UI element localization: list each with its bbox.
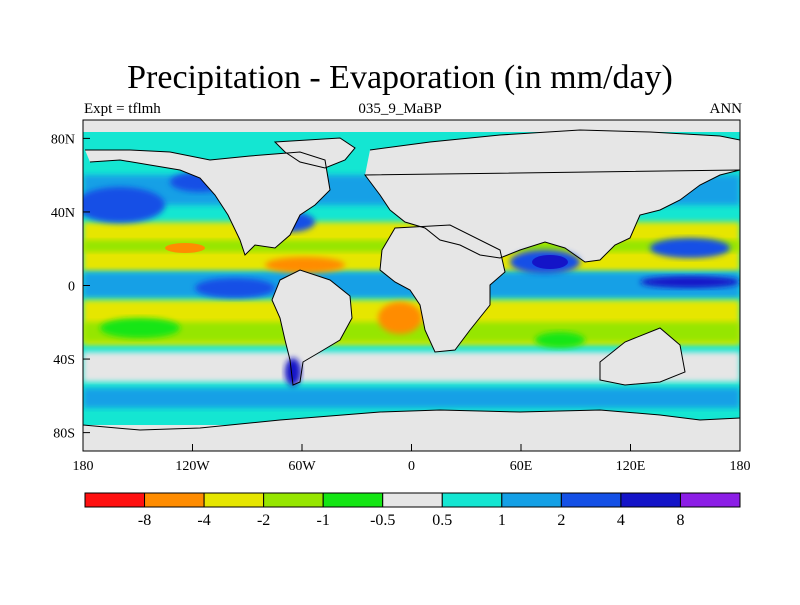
colorbar-label: -2 (257, 512, 270, 529)
y-tick-label: 40S (53, 353, 75, 368)
colorbar-label: 4 (617, 512, 625, 529)
colorbar-swatch (203, 492, 265, 508)
season-label: ANN (709, 101, 743, 117)
colorbar-swatch (263, 492, 324, 508)
colorbar-swatch (382, 492, 443, 508)
colorbar-swatch (620, 492, 681, 508)
colorbar-swatch (322, 492, 384, 508)
colorbar-label: 8 (676, 512, 684, 529)
period-label: 035_9_MaBP (358, 101, 442, 117)
colorbar-label: 1 (498, 512, 506, 529)
precip-field (83, 120, 740, 451)
colorbar-label: -0.5 (370, 512, 395, 529)
colorbar-swatch (441, 492, 503, 508)
experiment-label: Expt = tflmh (84, 101, 161, 117)
colorbar-label: 0.5 (432, 512, 452, 529)
x-tick-label: 180 (730, 459, 751, 474)
y-tick-label: 40N (51, 206, 75, 221)
x-tick-label: 0 (408, 459, 415, 474)
colorbar-swatch (144, 492, 205, 508)
colorbar-swatch (560, 492, 622, 508)
coastlines (83, 129, 740, 431)
colorbar: -8 -4 -2 -1 -0.5 0.5 1 2 4 8 (84, 492, 741, 529)
colorbar-label: 2 (557, 512, 565, 529)
y-axis: 80N 40N 0 40S 80S (51, 132, 90, 442)
colorbar-swatch (84, 492, 146, 508)
x-tick-label: 120E (616, 459, 646, 474)
colorbar-swatch (679, 492, 741, 508)
x-axis: 180 120W 60W 0 60E 120E 180 (73, 444, 751, 474)
colorbar-label: -8 (138, 512, 151, 529)
y-tick-label: 0 (68, 280, 75, 295)
colorbar-swatch (501, 492, 562, 508)
x-tick-label: 60W (288, 459, 316, 474)
colorbar-label: -4 (197, 512, 210, 529)
x-tick-label: 60E (510, 459, 533, 474)
y-tick-label: 80S (53, 427, 75, 442)
colorbar-label: -1 (317, 512, 330, 529)
map-title: Precipitation - Evaporation (in mm/day) (127, 59, 673, 96)
x-tick-label: 120W (175, 459, 210, 474)
y-tick-label: 80N (51, 132, 75, 147)
x-tick-label: 180 (73, 459, 94, 474)
